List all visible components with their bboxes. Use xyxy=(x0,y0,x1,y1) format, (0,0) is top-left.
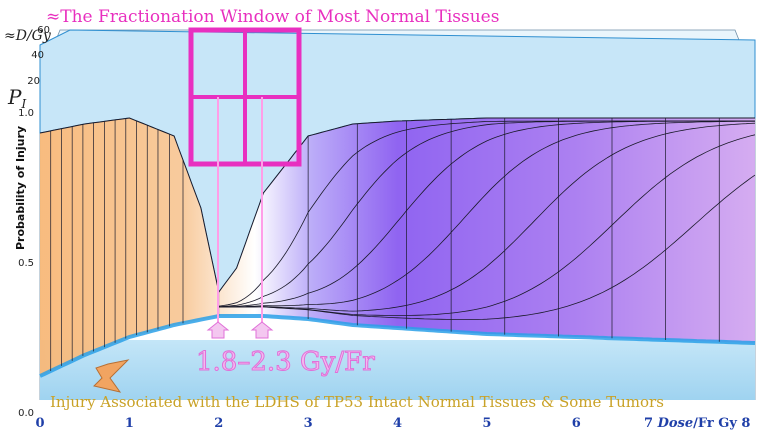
x-tick-label: 5 xyxy=(482,416,491,431)
x-label-suffix: /Fr Gy 8 xyxy=(693,416,750,431)
front-curve xyxy=(39,314,756,378)
x-tick-label: 1 xyxy=(125,416,134,431)
annotation-text: Injury Associated with the LDHS of TP53 … xyxy=(50,393,664,411)
surface-grid-lines xyxy=(50,118,720,371)
z-axis-ticks: 20 40 60 xyxy=(27,25,50,87)
x-tick-label: 6 xyxy=(572,416,581,431)
window-arrow-right xyxy=(250,321,274,339)
iso-dose-curve xyxy=(218,120,755,308)
p-label: P xyxy=(7,85,22,109)
y-tick-label: 1.0 xyxy=(18,108,34,119)
x-axis-label: 7 Dose/Fr Gy 8 xyxy=(644,416,750,431)
window-label: 1.8–2.3 Gy/Fr xyxy=(196,347,375,377)
x-label-dose: Dose xyxy=(657,416,694,431)
x-tick-label: 0 xyxy=(35,416,44,431)
p-subscript: I xyxy=(20,97,26,111)
trough-curve xyxy=(39,117,755,294)
chart-title: ≈The Fractionation Window of Most Normal… xyxy=(46,7,499,27)
iso-dose-curve xyxy=(218,120,755,308)
y-axis-label: Probability of Injury xyxy=(14,126,27,250)
p-axis-label: PI xyxy=(7,85,26,111)
floor-plane xyxy=(40,340,755,400)
y-tick-label: 0.5 xyxy=(18,258,34,269)
y-axis-ticks: 0.0 0.5 1.0 xyxy=(18,108,34,419)
y-tick-label: 0.0 xyxy=(18,408,34,419)
x-axis-ticks: 0 1 2 3 4 5 6 xyxy=(35,416,580,431)
x-tick-label: 2 xyxy=(214,416,223,431)
annotation-arrow xyxy=(93,359,130,393)
iso-dose-curves xyxy=(218,120,756,320)
iso-dose-curve xyxy=(218,122,756,312)
fractionation-window xyxy=(188,27,302,339)
iso-dose-curve xyxy=(218,174,756,320)
z-axis-label: ≈D/Gy xyxy=(4,28,52,44)
x-label-prefix: 7 xyxy=(644,416,653,431)
z-tick-label: 60 xyxy=(37,25,50,36)
z-tick-label: 40 xyxy=(31,50,44,61)
x-tick-label: 4 xyxy=(393,416,402,431)
window-arrow-left xyxy=(206,321,230,339)
z-tick-label: 20 xyxy=(27,76,40,87)
x-tick-label: 3 xyxy=(304,416,313,431)
